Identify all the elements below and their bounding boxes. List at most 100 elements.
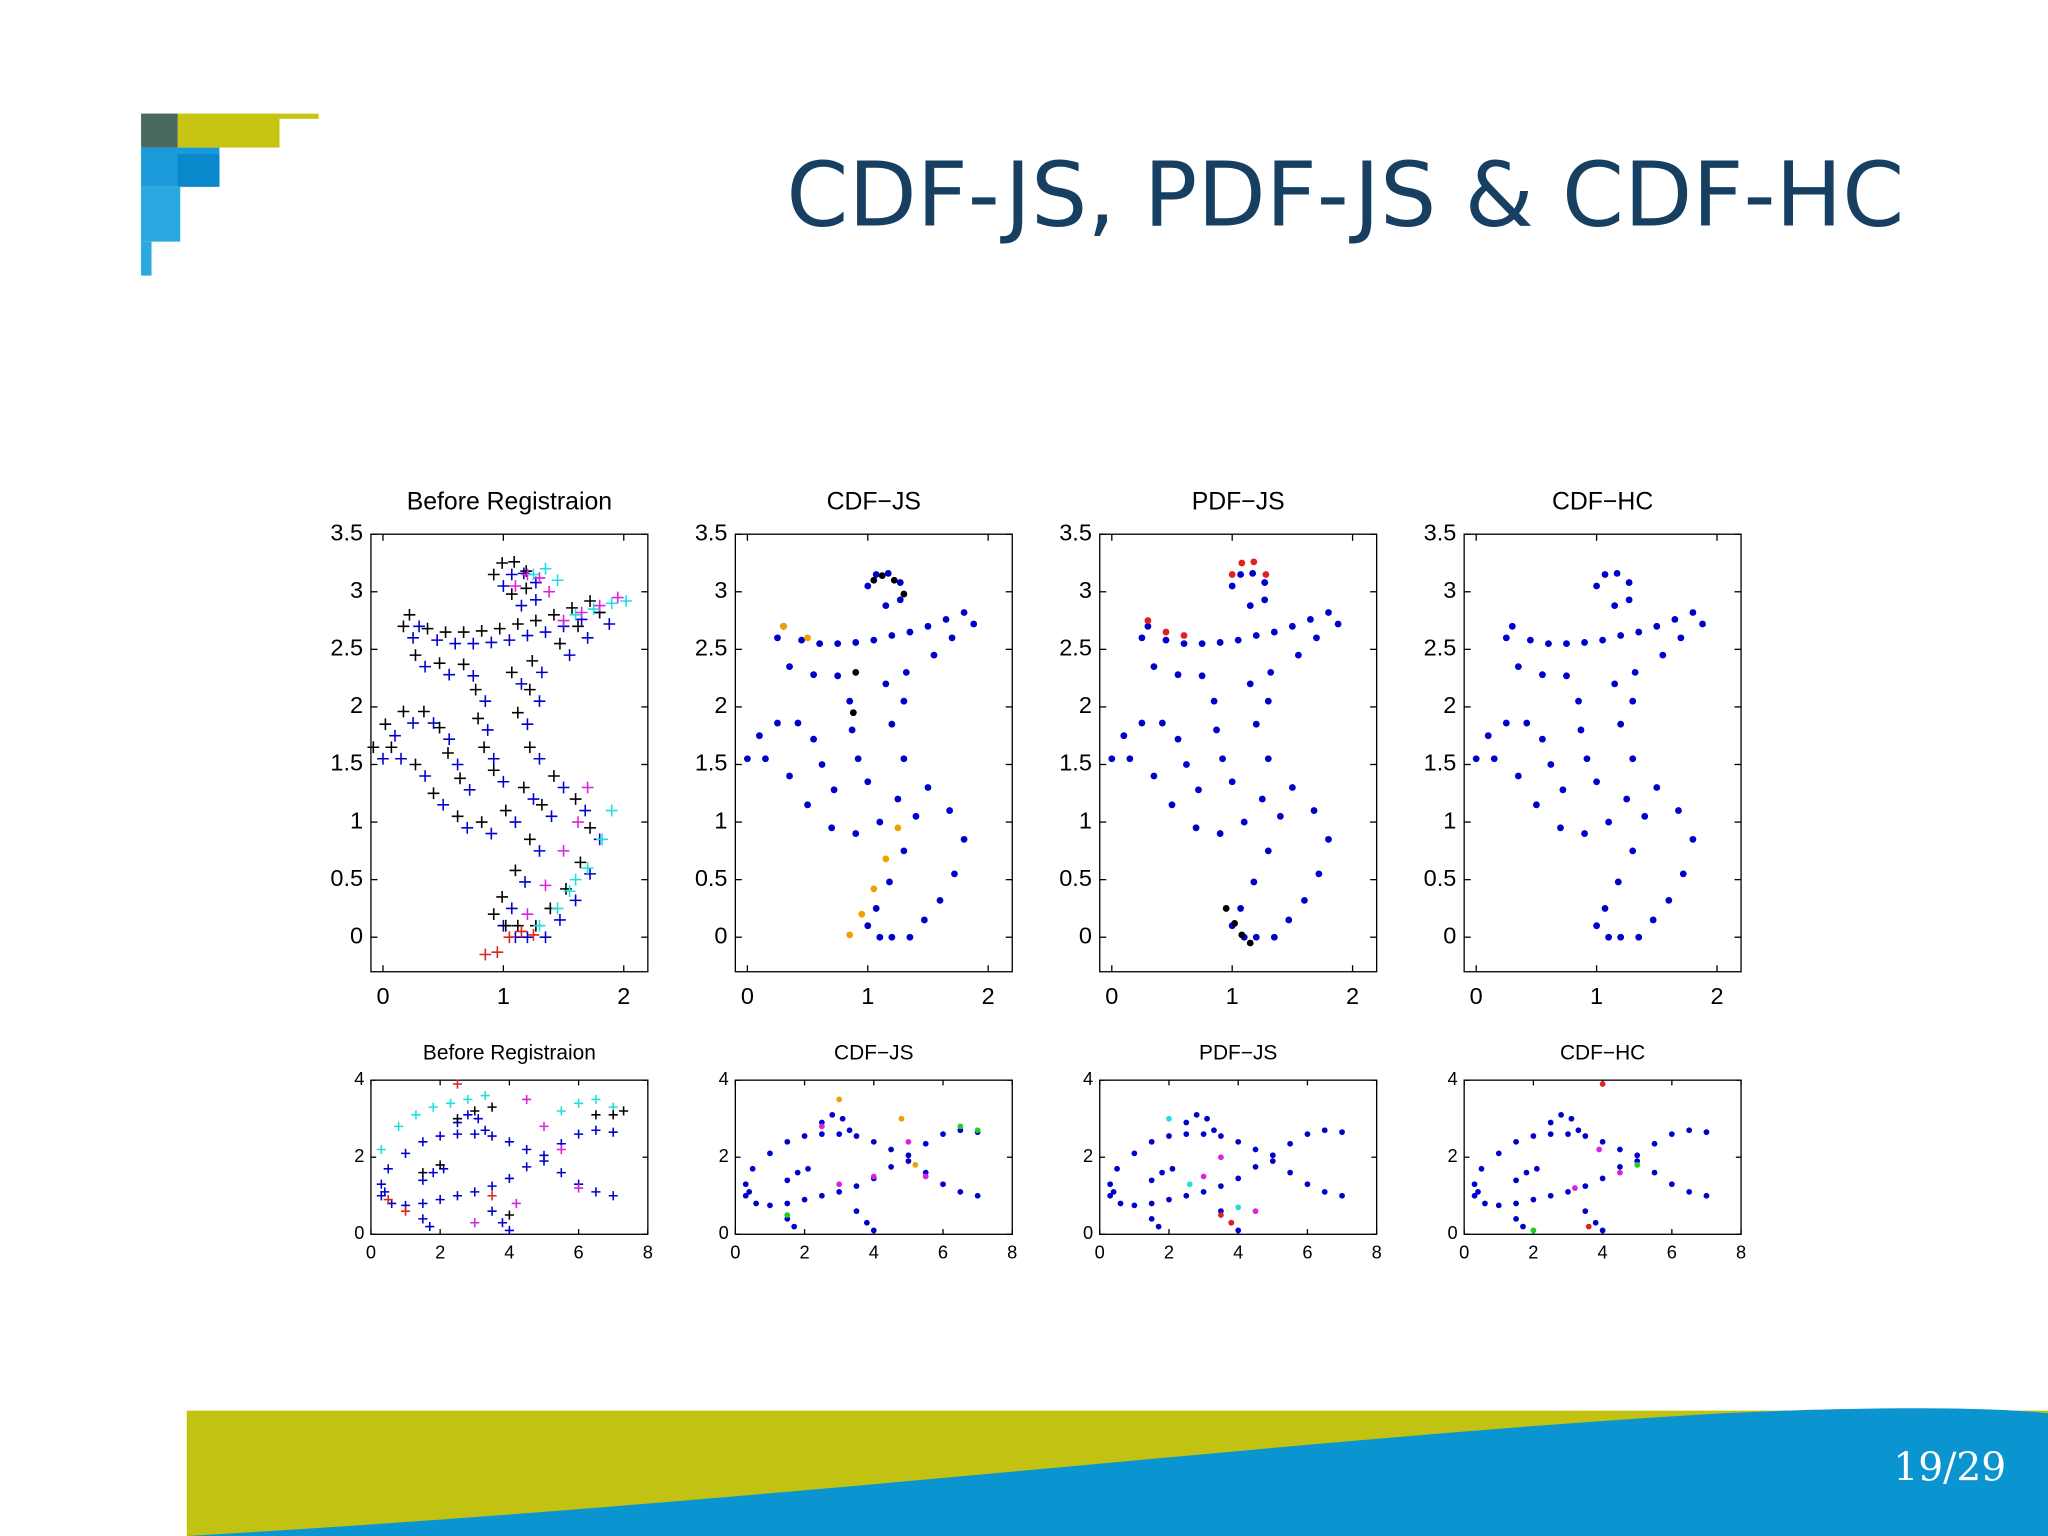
point — [1649, 916, 1657, 924]
point — [428, 1102, 438, 1112]
point — [870, 576, 878, 584]
point — [1686, 1189, 1693, 1195]
point — [397, 620, 410, 633]
point — [1520, 1223, 1526, 1230]
chart: Before Registraion 0 2 4 6 8 0 2 4 — [354, 1042, 653, 1263]
point — [451, 810, 464, 823]
point — [888, 720, 896, 728]
point — [1635, 628, 1643, 636]
point — [591, 1094, 601, 1104]
point — [906, 933, 914, 941]
point — [1617, 933, 1625, 941]
point — [1198, 640, 1206, 647]
point — [1159, 1169, 1165, 1176]
x-tick-label: 2 — [1164, 1242, 1174, 1263]
point — [836, 1189, 843, 1195]
point — [1629, 847, 1637, 855]
point — [1107, 1192, 1114, 1199]
point — [858, 910, 866, 918]
point — [521, 931, 534, 944]
point — [864, 922, 872, 930]
point — [1617, 1146, 1623, 1153]
point — [1131, 1202, 1138, 1209]
point — [1269, 1158, 1276, 1164]
point — [427, 717, 440, 729]
point — [1235, 1204, 1242, 1211]
point — [1200, 1189, 1207, 1195]
point — [539, 1121, 549, 1131]
point — [1593, 582, 1600, 590]
y-tick-label: 1 — [1079, 807, 1092, 833]
x-tick-label: 2 — [1528, 1242, 1538, 1263]
y-tick-label: 0.5 — [695, 865, 728, 891]
point — [924, 622, 932, 630]
point — [1530, 1133, 1537, 1139]
point — [435, 1131, 445, 1141]
x-tick-label: 8 — [643, 1242, 653, 1263]
point — [470, 1218, 480, 1228]
point — [394, 1121, 404, 1131]
point — [556, 1106, 566, 1116]
point — [428, 1168, 438, 1178]
point — [452, 1114, 463, 1124]
point — [940, 1181, 946, 1188]
point — [836, 1096, 843, 1103]
point — [1238, 931, 1246, 939]
point — [1246, 939, 1254, 947]
y-tick-label: 4 — [719, 1068, 729, 1089]
point — [834, 640, 842, 647]
point — [1557, 824, 1564, 832]
point — [1150, 663, 1158, 671]
point — [425, 1222, 435, 1232]
plot-area — [1463, 1079, 1742, 1235]
point — [1108, 755, 1116, 763]
point — [620, 595, 633, 607]
point — [522, 1162, 532, 1172]
point — [461, 821, 474, 834]
point — [894, 824, 902, 832]
point — [1110, 1189, 1117, 1195]
point — [1623, 795, 1631, 803]
point — [876, 933, 884, 941]
y-tick-label: 2 — [350, 692, 363, 718]
point — [581, 862, 594, 875]
point — [1183, 1131, 1190, 1137]
point — [504, 1225, 514, 1236]
point — [1144, 622, 1152, 630]
point — [377, 752, 389, 765]
point — [852, 639, 860, 646]
point — [1325, 835, 1332, 843]
point — [503, 931, 516, 944]
point — [1270, 933, 1278, 941]
point — [376, 1144, 386, 1155]
point — [533, 695, 546, 708]
point — [1575, 1127, 1582, 1134]
point — [1250, 878, 1258, 886]
point — [605, 597, 618, 610]
point — [924, 784, 932, 791]
point — [1634, 1162, 1641, 1168]
point — [1475, 1189, 1481, 1195]
point — [876, 818, 884, 826]
point — [575, 606, 588, 619]
point — [608, 1110, 618, 1120]
point — [1585, 1223, 1592, 1230]
point — [1689, 609, 1697, 616]
chart: Before Registraion 0 1 2 0 0.5 1 1.5 2 2.5 3 3.5 — [330, 488, 649, 1009]
point — [1261, 579, 1269, 586]
point — [1313, 634, 1320, 642]
point — [407, 631, 419, 644]
point — [1641, 812, 1649, 820]
x-tick-label: 4 — [869, 1242, 879, 1263]
point — [443, 733, 456, 746]
point — [519, 876, 531, 888]
point — [515, 925, 528, 938]
point — [539, 626, 552, 638]
point — [1471, 1181, 1478, 1188]
point — [853, 1208, 860, 1215]
point — [418, 1214, 428, 1224]
point — [940, 1131, 946, 1137]
point — [1210, 697, 1218, 705]
point — [1321, 1189, 1328, 1195]
y-tick-label: 3 — [350, 577, 363, 603]
